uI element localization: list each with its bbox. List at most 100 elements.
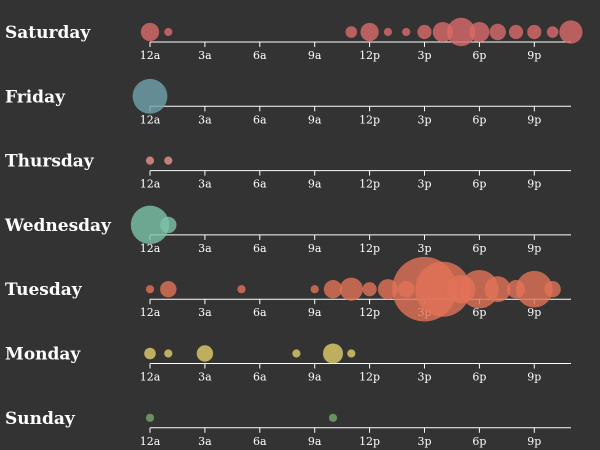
x-tick-label: 3a (198, 306, 212, 319)
day-row-monday: Monday 12a 3a 6a 9a 12p 3p 6p 9p (5, 343, 571, 384)
bubble-saturday-h18 (469, 21, 490, 43)
x-tick-label: 12a (140, 113, 161, 126)
x-tick-label: 3p (417, 49, 431, 62)
bubble-tuesday-h19 (484, 276, 511, 303)
x-tick-label: 9a (308, 371, 322, 384)
day-label: Thursday (5, 152, 95, 172)
day-label: Tuesday (5, 280, 83, 300)
bubble-monday-h10 (322, 343, 344, 364)
x-tick-label: 9a (308, 242, 322, 255)
x-tick-label: 6a (253, 178, 267, 191)
bubble-tuesday-h22 (544, 281, 561, 298)
bubble-sunday-h0 (145, 413, 155, 422)
bubble-tuesday-h12 (362, 282, 377, 297)
bubble-monday-h3 (196, 345, 214, 362)
bubble-saturday-h22 (546, 26, 559, 38)
bubble-monday-h0 (144, 347, 156, 360)
day-row-wednesday: Wednesday 12a 3a 6a 9a 12p 3p 6p 9p (4, 205, 571, 255)
bubble-saturday-h17 (446, 17, 476, 47)
bubble-saturday-h12 (360, 22, 379, 42)
x-tick-label: 6p (472, 435, 486, 448)
x-tick-label: 9p (527, 113, 541, 126)
bubble-monday-h11 (347, 349, 356, 358)
x-tick-label: 12p (359, 371, 380, 384)
x-tick-label: 9a (308, 49, 322, 62)
bubble-tuesday-h5 (237, 285, 246, 294)
x-tick-label: 12a (140, 435, 161, 448)
bubble-thursday-h0 (145, 156, 155, 165)
x-tick-label: 3a (198, 242, 212, 255)
x-tick-label: 12p (359, 435, 380, 448)
x-tick-label: 12a (140, 178, 161, 191)
x-tick-label: 9a (308, 435, 322, 448)
bubble-wednesday-h0 (130, 205, 170, 245)
day-row-thursday: Thursday 12a 3a 6a 9a 12p 3p 6p 9p (5, 152, 571, 191)
bubble-tuesday-h11 (339, 277, 363, 301)
x-tick-label: 12p (359, 242, 380, 255)
bubble-tuesday-h10 (323, 280, 343, 299)
day-row-friday: Friday 12a 3a 6a 9a 12p 3p 6p 9p (5, 78, 571, 126)
day-label: Sunday (5, 409, 76, 429)
x-tick-label: 3p (417, 113, 431, 126)
x-tick-label: 9p (527, 435, 541, 448)
bubble-saturday-h1 (164, 27, 173, 37)
x-tick-label: 3a (198, 49, 212, 62)
bubble-saturday-h15 (417, 24, 432, 40)
bubble-tuesday-h0 (145, 285, 155, 294)
bubble-saturday-h23 (559, 20, 583, 44)
x-tick-label: 6a (253, 49, 267, 62)
x-tick-label: 3a (198, 435, 212, 448)
x-tick-label: 12a (140, 371, 161, 384)
x-tick-label: 3p (417, 435, 431, 448)
day-row-sunday: Sunday 12a 3a 6a 9a 12p 3p 6p 9p (5, 409, 571, 448)
x-tick-label: 6a (253, 371, 267, 384)
day-label: Friday (5, 87, 66, 107)
x-tick-label: 9p (527, 371, 541, 384)
bubble-saturday-h11 (345, 26, 358, 38)
bubble-friday-h0 (132, 78, 168, 114)
x-tick-label: 12p (359, 178, 380, 191)
bubble-monday-h1 (164, 349, 173, 358)
bubble-tuesday-h9 (310, 285, 319, 294)
day-row-saturday: Saturday 12a 3a 6a 9a 12p 3p 6p 9p (5, 17, 583, 62)
x-tick-label: 3a (198, 178, 212, 191)
x-tick-label: 3a (198, 371, 212, 384)
day-label: Saturday (5, 23, 91, 43)
x-tick-label: 6p (472, 178, 486, 191)
x-tick-label: 12a (140, 242, 161, 255)
x-tick-label: 6a (253, 113, 267, 126)
x-tick-label: 6a (253, 435, 267, 448)
x-tick-label: 12a (140, 306, 161, 319)
x-tick-label: 9p (527, 178, 541, 191)
x-tick-label: 3p (417, 178, 431, 191)
bubble-monday-h8 (292, 349, 301, 358)
x-tick-label: 6p (472, 242, 486, 255)
day-row-tuesday: Tuesday12a3a6a9a12p3p6p9p (5, 256, 571, 322)
bubble-saturday-h19 (489, 23, 506, 41)
bubble-thursday-h1 (164, 156, 173, 165)
x-tick-label: 9a (308, 178, 322, 191)
bubble-saturday-h14 (402, 27, 411, 37)
day-label: Wednesday (4, 216, 112, 236)
x-tick-label: 6p (472, 371, 486, 384)
x-tick-label: 3p (417, 371, 431, 384)
bubble-wednesday-h1 (160, 216, 177, 234)
bubble-saturday-h0 (140, 22, 160, 42)
day-label: Monday (5, 345, 81, 365)
bubble-saturday-h13 (383, 27, 392, 37)
bubble-saturday-h20 (508, 24, 524, 40)
bubble-tuesday-h21 (515, 270, 553, 308)
x-tick-label: 12p (359, 49, 380, 62)
x-tick-label: 6a (253, 242, 267, 255)
x-tick-label: 9p (527, 242, 541, 255)
bubble-saturday-h21 (527, 24, 542, 40)
bubble-sunday-h10 (328, 413, 338, 422)
x-tick-label: 12p (359, 306, 380, 319)
x-tick-label: 9a (308, 306, 322, 319)
x-tick-label: 12p (359, 113, 380, 126)
x-tick-label: 6a (253, 306, 267, 319)
x-tick-label: 12a (140, 49, 161, 62)
x-tick-label: 9a (308, 113, 322, 126)
x-tick-label: 3a (198, 113, 212, 126)
